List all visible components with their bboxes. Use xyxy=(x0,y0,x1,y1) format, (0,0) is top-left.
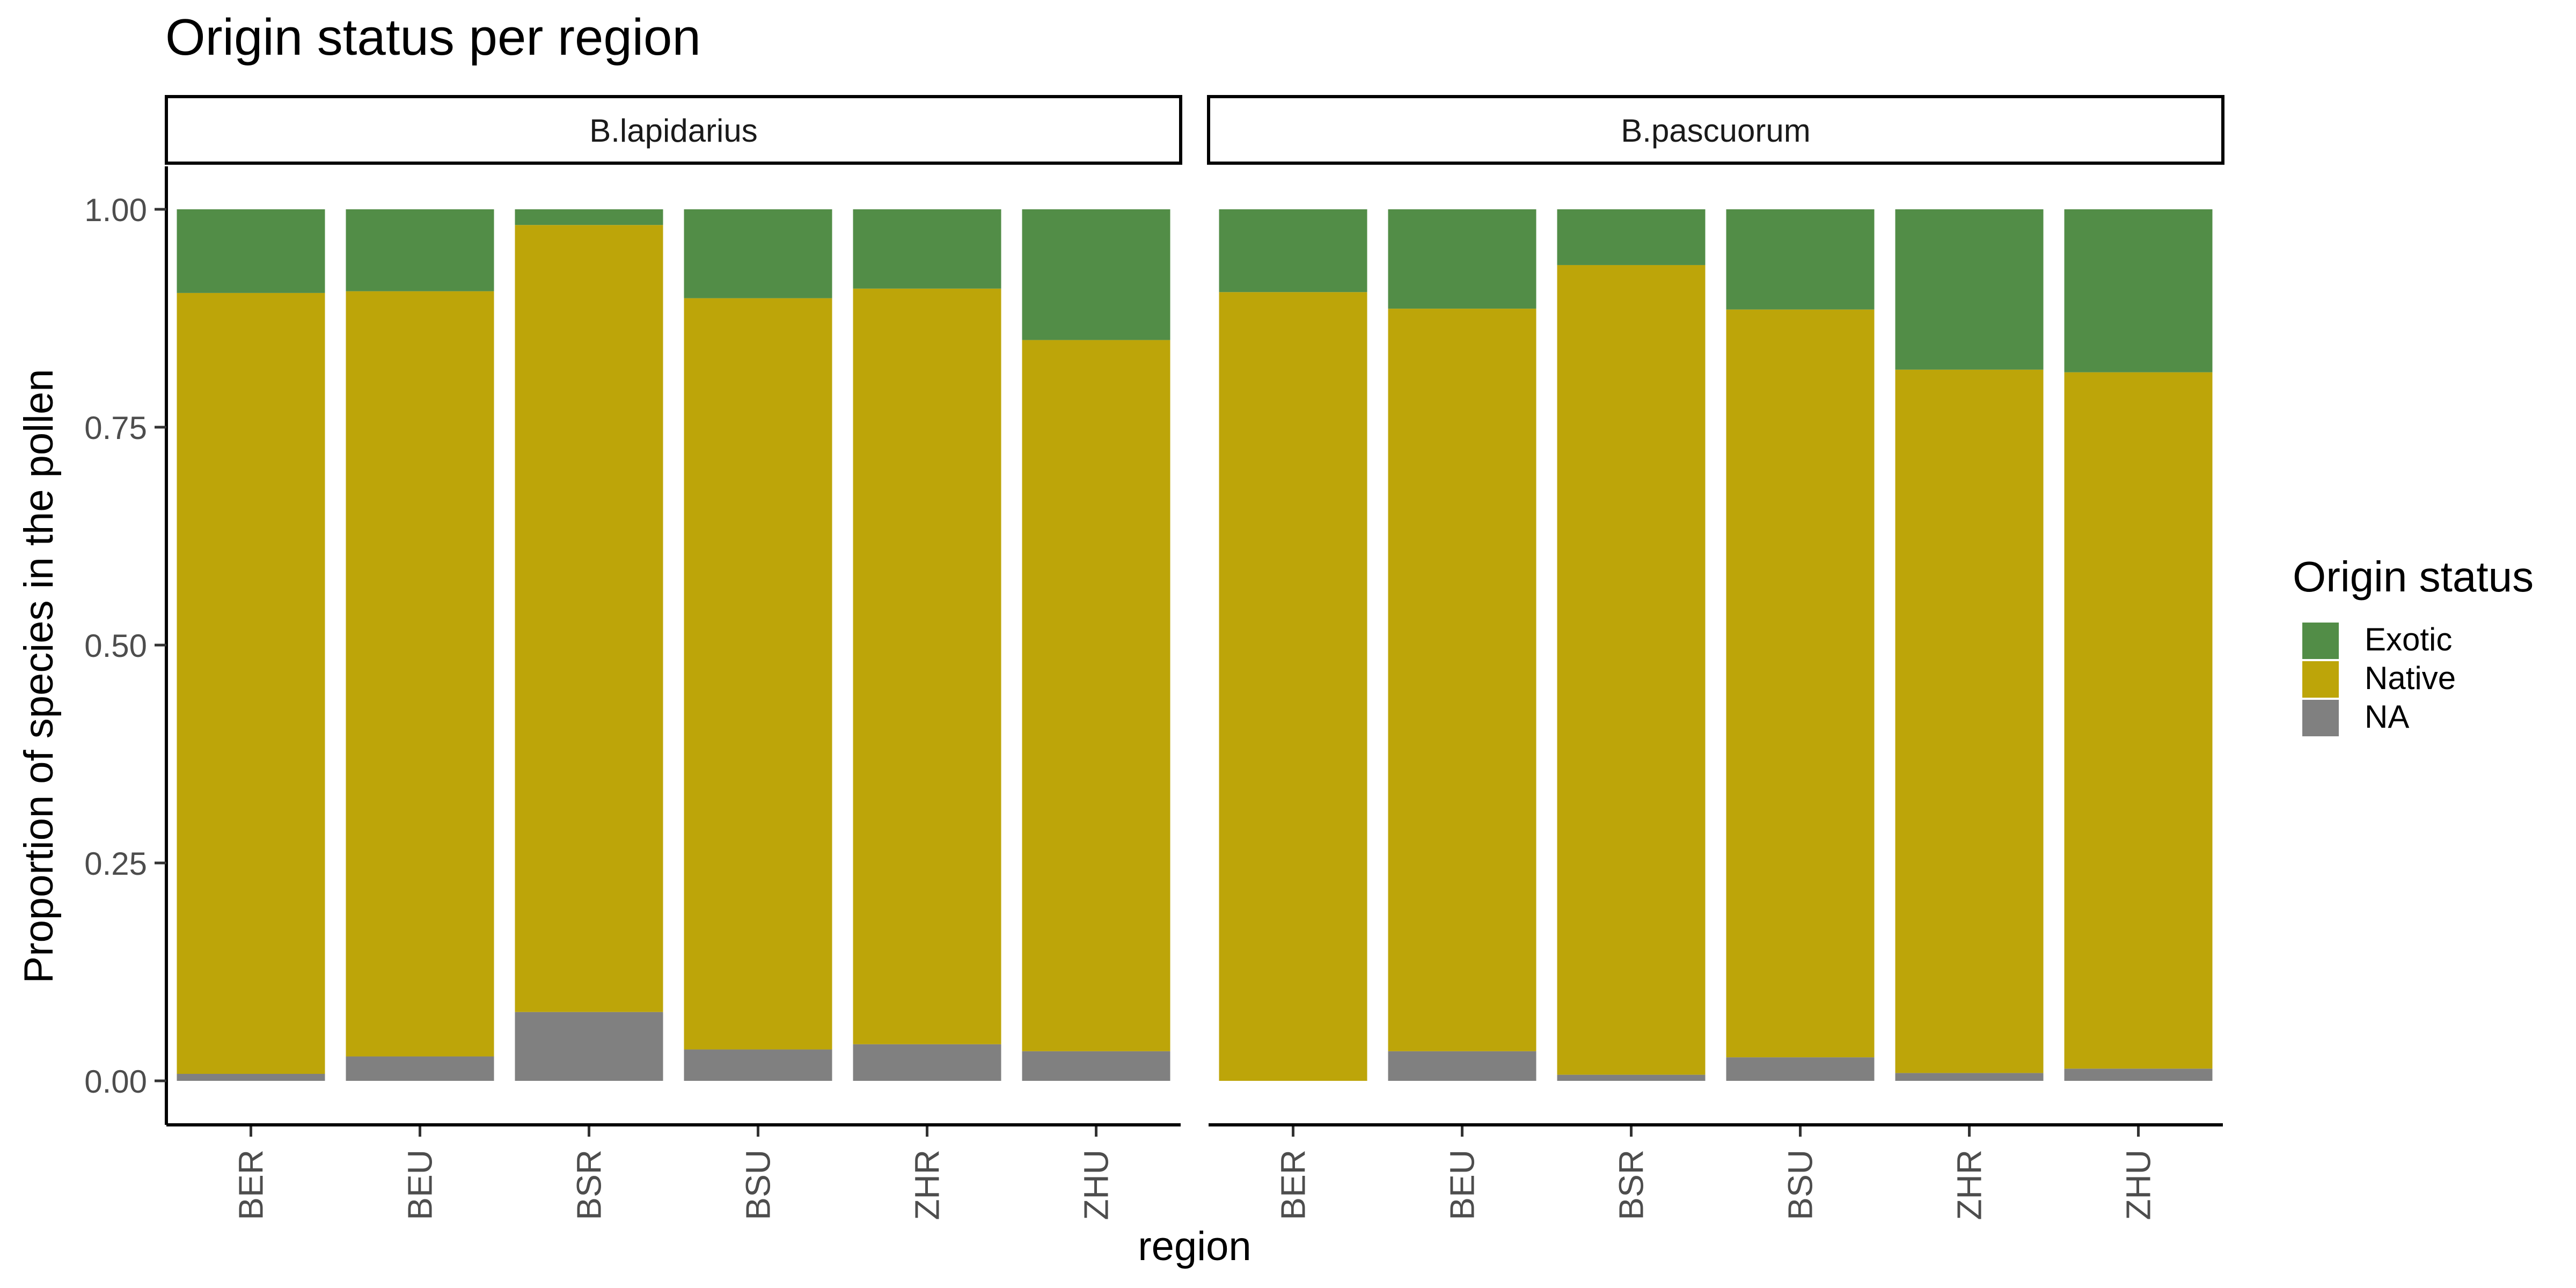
bar-segment-exotic-beu xyxy=(346,209,494,291)
bar-segment-na-zhr xyxy=(853,1044,1001,1081)
x-tick-label: ZHU xyxy=(1077,1150,1116,1220)
x-tick-label: BSR xyxy=(1612,1150,1651,1220)
bar-segment-native-ber xyxy=(1219,292,1367,1081)
x-tick-label: BSR xyxy=(570,1150,609,1220)
bar-segment-native-bsu xyxy=(684,298,832,1050)
bar-segment-native-zhr xyxy=(853,288,1001,1044)
legend-swatch-exotic xyxy=(2302,623,2339,659)
x-tick-label: BER xyxy=(1274,1150,1313,1220)
legend-label-exotic: Exotic xyxy=(2365,621,2452,657)
bar-segment-native-beu xyxy=(1388,309,1536,1051)
bar-segment-exotic-zhu xyxy=(1022,209,1170,340)
x-tick-label: BSU xyxy=(1781,1150,1820,1220)
bar-segment-native-beu xyxy=(346,291,494,1057)
y-tick-label: 0.00 xyxy=(84,1064,147,1100)
facet-strip xyxy=(1207,95,2224,165)
bar-segment-na-bsr xyxy=(1557,1074,1706,1081)
bar-segment-native-bsu xyxy=(1726,309,1875,1058)
legend-title: Origin status xyxy=(2293,553,2534,601)
bar-segment-na-ber xyxy=(177,1074,325,1081)
bar-segment-exotic-zhu xyxy=(2064,209,2213,372)
legend-label-native: Native xyxy=(2365,660,2456,696)
facet-panel-0: B.lapidarius BER BEU BSR BSU ZHR ZHU xyxy=(165,95,1182,1220)
bar-segment-exotic-ber xyxy=(177,209,325,293)
bar-segment-exotic-bsr xyxy=(515,209,663,225)
x-tick-label: BEU xyxy=(1443,1150,1482,1220)
y-tick-label: 1.00 xyxy=(84,192,147,228)
bar-segment-na-zhu xyxy=(1022,1051,1170,1081)
bar-segment-native-bsr xyxy=(515,225,663,1012)
bar-segment-na-beu xyxy=(1388,1051,1536,1081)
x-tick-label: BSU xyxy=(739,1150,778,1220)
bar-segment-exotic-bsu xyxy=(1726,209,1875,310)
bar-segment-native-zhu xyxy=(1022,340,1170,1051)
legend-label-na: NA xyxy=(2365,699,2409,735)
bar-segment-native-bsr xyxy=(1557,265,1706,1075)
bar-segment-na-zhu xyxy=(2064,1069,2213,1081)
bar-segment-exotic-ber xyxy=(1219,209,1367,292)
legend-swatch-na xyxy=(2302,700,2339,736)
facet-strip xyxy=(165,95,1182,165)
y-tick-label: 0.75 xyxy=(84,410,147,446)
bar-segment-native-zhu xyxy=(2064,372,2213,1069)
bar-segment-native-zhr xyxy=(1895,369,2044,1073)
x-tick-label: BEU xyxy=(401,1150,440,1220)
facet-strip-label: B.pascuorum xyxy=(1621,113,1811,149)
x-tick-label: ZHR xyxy=(1950,1150,1989,1220)
bar-segment-exotic-zhr xyxy=(853,209,1001,289)
x-tick-label: ZHU xyxy=(2119,1150,2158,1220)
facet-strip-label: B.lapidarius xyxy=(589,113,758,149)
chart-title: Origin status per region xyxy=(165,9,701,66)
bar-segment-native-ber xyxy=(177,292,325,1074)
facet-panel-1: B.pascuorum BER BEU BSR BSU ZHR ZHU xyxy=(1207,95,2224,1220)
x-tick-label: ZHR xyxy=(908,1150,947,1220)
bar-segment-exotic-beu xyxy=(1388,209,1536,309)
bar-segment-na-bsu xyxy=(684,1049,832,1081)
y-axis: 0.00 0.25 0.50 0.75 1.00 xyxy=(84,166,168,1125)
y-tick-label: 0.25 xyxy=(84,846,147,882)
x-tick-label: BER xyxy=(232,1150,270,1220)
bar-segment-na-zhr xyxy=(1895,1073,2044,1081)
bar-segment-na-beu xyxy=(346,1056,494,1081)
y-tick-label: 0.50 xyxy=(84,628,147,664)
bar-segment-exotic-bsu xyxy=(684,209,832,298)
bar-segment-exotic-zhr xyxy=(1895,209,2044,370)
y-axis-label: Proportion of species in the pollen xyxy=(16,369,62,984)
x-axis-label: region xyxy=(1138,1224,1251,1269)
legend-swatch-native xyxy=(2302,661,2339,698)
bar-segment-exotic-bsr xyxy=(1557,209,1706,265)
bar-segment-na-bsr xyxy=(515,1012,663,1081)
bar-segment-na-bsu xyxy=(1726,1057,1875,1081)
